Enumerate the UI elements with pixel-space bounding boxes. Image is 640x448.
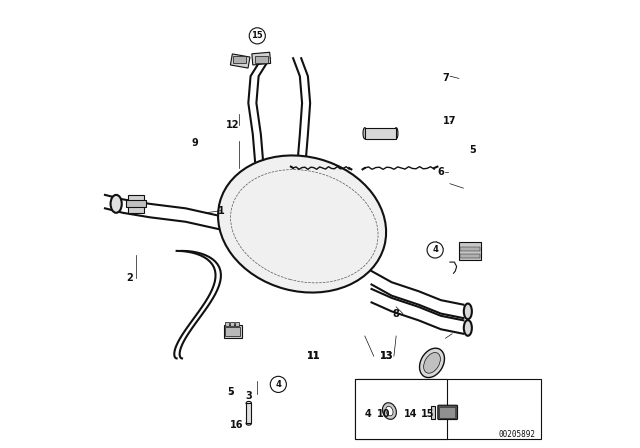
Ellipse shape [369, 407, 379, 419]
Ellipse shape [383, 403, 396, 419]
Text: 5: 5 [227, 387, 234, 397]
Bar [230, 322, 234, 326]
Ellipse shape [218, 155, 386, 293]
Ellipse shape [420, 348, 444, 378]
Text: 14: 14 [404, 409, 418, 419]
Text: 9: 9 [191, 138, 198, 148]
Text: 2: 2 [126, 273, 133, 283]
Text: 7: 7 [442, 73, 449, 83]
Text: 4: 4 [365, 409, 371, 419]
Text: 13: 13 [380, 351, 393, 361]
Bar [246, 403, 252, 423]
Text: 12: 12 [226, 121, 239, 130]
FancyBboxPatch shape [440, 408, 456, 418]
Ellipse shape [371, 409, 376, 418]
Text: 4: 4 [432, 246, 438, 254]
Bar [365, 128, 396, 139]
Ellipse shape [111, 195, 122, 213]
Bar [459, 242, 481, 260]
Text: 16: 16 [230, 420, 244, 430]
Text: 1: 1 [218, 206, 225, 215]
Text: 00205892: 00205892 [498, 430, 535, 439]
Bar [225, 322, 229, 326]
Ellipse shape [246, 401, 252, 405]
Ellipse shape [386, 406, 393, 416]
Bar [224, 325, 242, 338]
Text: 15: 15 [252, 31, 263, 40]
Bar [431, 406, 435, 418]
Ellipse shape [246, 422, 252, 425]
Bar [252, 52, 271, 65]
Text: 6: 6 [438, 168, 444, 177]
Ellipse shape [464, 320, 472, 336]
Ellipse shape [363, 128, 367, 139]
Text: 8: 8 [393, 309, 399, 319]
Circle shape [427, 242, 444, 258]
Bar [128, 195, 145, 213]
Text: 3: 3 [245, 392, 252, 401]
Bar [236, 322, 239, 326]
Bar [225, 327, 240, 336]
Circle shape [270, 376, 287, 392]
Ellipse shape [413, 409, 424, 417]
Ellipse shape [464, 304, 472, 319]
Text: 15: 15 [420, 409, 435, 419]
Text: 4: 4 [275, 380, 281, 389]
FancyBboxPatch shape [438, 405, 458, 419]
Text: 5: 5 [469, 145, 476, 155]
Text: 11: 11 [307, 351, 321, 361]
Text: 13: 13 [380, 351, 393, 361]
Bar [127, 200, 146, 207]
Bar [255, 56, 269, 63]
Ellipse shape [429, 417, 436, 420]
Bar [355, 379, 447, 439]
Bar [230, 54, 250, 68]
Ellipse shape [394, 128, 398, 139]
Circle shape [249, 28, 266, 44]
Bar [355, 379, 541, 439]
Text: 11: 11 [307, 351, 321, 361]
Bar [233, 56, 246, 63]
Text: 10: 10 [378, 409, 391, 419]
Text: 17: 17 [443, 116, 457, 126]
Ellipse shape [415, 410, 422, 415]
Ellipse shape [424, 353, 440, 373]
Bar [460, 254, 480, 258]
Bar [460, 247, 480, 251]
